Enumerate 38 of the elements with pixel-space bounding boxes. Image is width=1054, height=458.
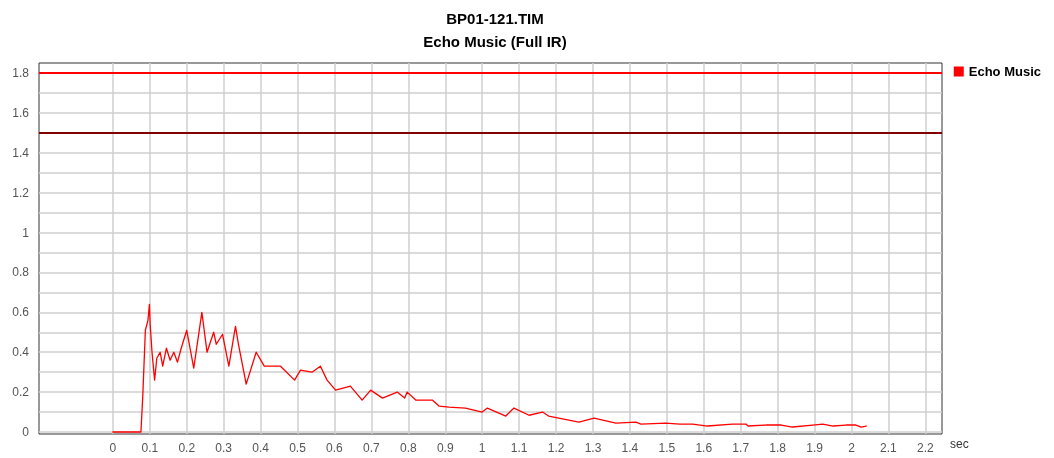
y-tick-label: 1 [22,225,30,240]
x-tick-label: 1.6 [695,441,713,455]
y-tick-label: 0.2 [12,385,30,400]
x-tick-label: 0.5 [289,441,307,455]
y-tick-label: 1.2 [12,185,30,200]
y-tick-label: 0.8 [12,265,30,280]
x-tick-label: 0.2 [178,441,196,455]
y-tick-label: 1.8 [12,65,30,80]
x-tick-label: 2.2 [917,441,935,455]
y-tick-label: 1.6 [12,105,30,120]
x-tick-label: 0.7 [363,441,381,455]
x-tick-label: 0.6 [326,441,344,455]
x-tick-label: 1.4 [621,441,639,455]
x-tick-label: 0 [109,441,117,455]
x-tick-label: 1.5 [658,441,676,455]
x-tick-label: 0.3 [215,441,233,455]
x-tick-label: 0.4 [252,441,270,455]
y-tick-label: 0 [22,425,30,440]
x-tick-label: 1.8 [769,441,787,455]
x-tick-label: 1.3 [584,441,602,455]
x-tick-label: 1.9 [806,441,824,455]
x-tick-label: 1.1 [510,441,528,455]
x-tick-label: 0.1 [141,441,159,455]
chart-subtitle: Echo Music (Full IR) [423,33,567,50]
x-tick-label: 1.7 [732,441,750,455]
legend-label: Echo Music [968,64,1042,79]
x-tick-label: 2.1 [880,441,898,455]
x-axis-title: sec [950,437,969,452]
x-tick-label: 0.9 [436,441,454,455]
x-tick-label: 0.8 [399,441,417,455]
chart-title: BP01-121.TIM [446,10,544,27]
x-tick-label: 1.2 [547,441,565,455]
y-tick-label: 0.4 [12,345,30,360]
x-tick-label: 2 [848,441,856,455]
line-series [112,303,867,433]
y-tick-label: 1.4 [12,145,30,160]
y-tick-label: 0.6 [12,305,30,320]
x-tick-label: 1 [478,441,486,455]
